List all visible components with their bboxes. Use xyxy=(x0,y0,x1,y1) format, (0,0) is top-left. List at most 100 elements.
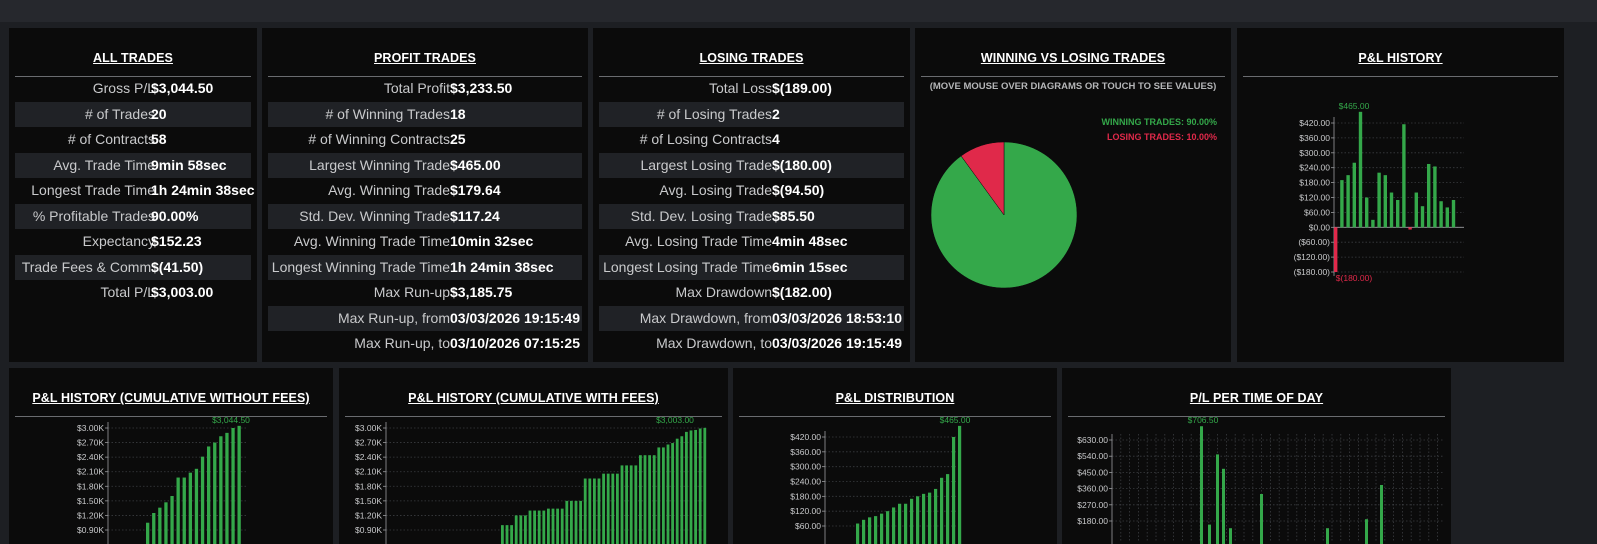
stat-label: Avg. Winning Trade Time xyxy=(293,233,450,249)
y-tick-label: $1.50K xyxy=(77,496,104,506)
bar xyxy=(1414,192,1418,228)
y-tick-label: ($60.00) xyxy=(1298,237,1330,247)
bar xyxy=(886,511,890,544)
stat-label: Total P/L xyxy=(100,284,155,300)
stat-value: 03/03/2026 19:15:49 xyxy=(772,335,902,351)
bar xyxy=(868,517,872,544)
title-divider xyxy=(268,76,582,77)
bar xyxy=(892,507,896,544)
distribution-chart[interactable]: $420.00 $360.00 $300.00 $240.00 $180.00 $120.… xyxy=(733,416,1057,544)
bar xyxy=(501,525,504,544)
y-tick-label: $2.10K xyxy=(77,467,104,477)
y-tick-label: $120.00 xyxy=(1299,193,1330,203)
stat-label: Longest Losing Trade Time xyxy=(603,258,772,275)
bar xyxy=(703,427,707,544)
y-tick-label: $2.70K xyxy=(77,438,104,448)
bar xyxy=(1365,197,1369,228)
bar xyxy=(152,513,156,544)
stat-row: Max Run-up, from 03/03/2026 19:15:49 xyxy=(268,305,582,331)
y-tick-label: $420.00 xyxy=(1299,118,1330,128)
stat-row: Longest Trade Time 1h 24min 38sec xyxy=(15,178,254,203)
stat-value: 03/03/2026 18:53:10 xyxy=(772,309,902,326)
cum-fees-chart[interactable]: $3.00K $2.70K $2.40K $2.10K $1.80K $1.50K $1.2… xyxy=(339,416,728,544)
bar xyxy=(666,444,670,544)
bar xyxy=(675,438,679,544)
data-label: $465.00 xyxy=(1339,101,1370,111)
bar xyxy=(662,447,665,544)
distribution-title: P&L DISTRIBUTION xyxy=(835,391,955,405)
stat-row: Largest Losing Trade $(180.00) xyxy=(599,152,904,178)
stat-value: $3,044.50 xyxy=(151,80,214,96)
bar xyxy=(685,431,688,544)
stat-row: # of Losing Trades 2 xyxy=(599,101,904,127)
bar xyxy=(593,478,596,544)
title-divider xyxy=(1068,416,1445,417)
stat-row: Longest Winning Trade Time 1h 24min 38sec xyxy=(268,254,582,280)
pl-history-title: P&L HISTORY xyxy=(1358,51,1443,65)
cum-no-fees-title: P&L HISTORY (CUMULATIVE WITHOUT FEES) xyxy=(32,391,310,405)
y-tick-label: $3.00K xyxy=(77,423,104,433)
data-label: $(180.00) xyxy=(1336,273,1373,283)
stat-label: Max Drawdown, to xyxy=(656,335,772,351)
top-bar xyxy=(0,0,1597,22)
bar xyxy=(606,473,610,544)
bar xyxy=(1408,227,1412,230)
bar xyxy=(952,437,956,544)
bar xyxy=(200,456,205,544)
win-vs-lose-panel: WINNING VS LOSING TRADES (MOVE MOUSE OVE… xyxy=(915,28,1231,362)
time-of-day-panel: P/L PER TIME OF DAY $630.00 $540.00 $450.0… xyxy=(1062,368,1451,544)
stat-value: $3,233.50 xyxy=(450,80,513,96)
bar xyxy=(510,525,513,544)
y-tick-label: $180.00 xyxy=(790,491,821,501)
stat-row: Total Profit $3,233.50 xyxy=(268,76,582,101)
bar xyxy=(1377,172,1381,228)
y-tick-label: $630.00 xyxy=(1077,435,1108,445)
bar xyxy=(231,428,235,544)
stat-row: Total P/L $3,003.00 xyxy=(15,280,251,305)
y-tick-label: $0.00 xyxy=(1309,222,1331,232)
stat-row: Total Loss $(189.00) xyxy=(599,76,904,101)
stat-row: Avg. Winning Trade Time 10min 32sec xyxy=(268,229,582,254)
stat-row: # of Winning Contracts 25 xyxy=(268,127,582,152)
stat-value: 2 xyxy=(772,105,780,122)
time-of-day-chart[interactable]: $630.00 $540.00 $450.00 $360.00 $270.00 $180.… xyxy=(1062,416,1451,544)
bar xyxy=(652,455,656,544)
y-tick-label: $300.00 xyxy=(1299,148,1330,158)
bar xyxy=(1439,201,1443,228)
stat-row: Avg. Trade Time 9min 58sec xyxy=(15,152,251,178)
distribution-panel: P&L DISTRIBUTION $420.00 $360.00 $300.00 $2… xyxy=(733,368,1057,544)
stat-value: 20 xyxy=(151,105,167,122)
winning-legend: WINNING TRADES: 90.00% xyxy=(1101,117,1217,127)
bar xyxy=(237,425,241,544)
bar xyxy=(1451,199,1456,228)
bar xyxy=(698,428,702,544)
bar xyxy=(616,473,619,544)
data-label: $465.00 xyxy=(940,416,971,425)
stat-value: $3,003.00 xyxy=(151,284,214,300)
stat-label: Max Drawdown, from xyxy=(639,309,772,326)
stat-value: $(41.50) xyxy=(151,258,204,275)
cum-no-fees-chart[interactable]: $3.00K $2.70K $2.40K $2.10K $1.80K $1.50K $1.2… xyxy=(9,416,333,544)
bar xyxy=(213,442,217,544)
stat-row: Std. Dev. Losing Trade $85.50 xyxy=(599,203,904,229)
stat-row: Longest Losing Trade Time 6min 15sec xyxy=(599,254,904,280)
losing-trades-title: LOSING TRADES xyxy=(699,51,804,65)
y-tick-label: $360.00 xyxy=(1077,484,1108,494)
bar xyxy=(910,498,914,544)
pl-history-chart[interactable]: $420.00 $360.00 $300.00 $240.00 $180.00 $120.… xyxy=(1237,76,1564,361)
stat-label: Longest Trade Time xyxy=(31,182,155,198)
stat-value: $179.64 xyxy=(450,182,501,198)
bar xyxy=(533,510,536,544)
bar xyxy=(862,519,866,544)
bar xyxy=(657,447,661,544)
bar xyxy=(1358,111,1363,228)
title-divider xyxy=(599,76,904,77)
stat-row: Trade Fees & Comm. $(41.50) xyxy=(15,254,251,280)
bar xyxy=(634,465,638,544)
bar xyxy=(856,523,860,544)
bar xyxy=(946,474,950,544)
bar xyxy=(574,500,578,544)
win-lose-pie-chart[interactable] xyxy=(915,62,1231,362)
stat-label: Avg. Winning Trade xyxy=(328,182,450,198)
stat-row: Expectancy $152.23 xyxy=(15,229,251,254)
